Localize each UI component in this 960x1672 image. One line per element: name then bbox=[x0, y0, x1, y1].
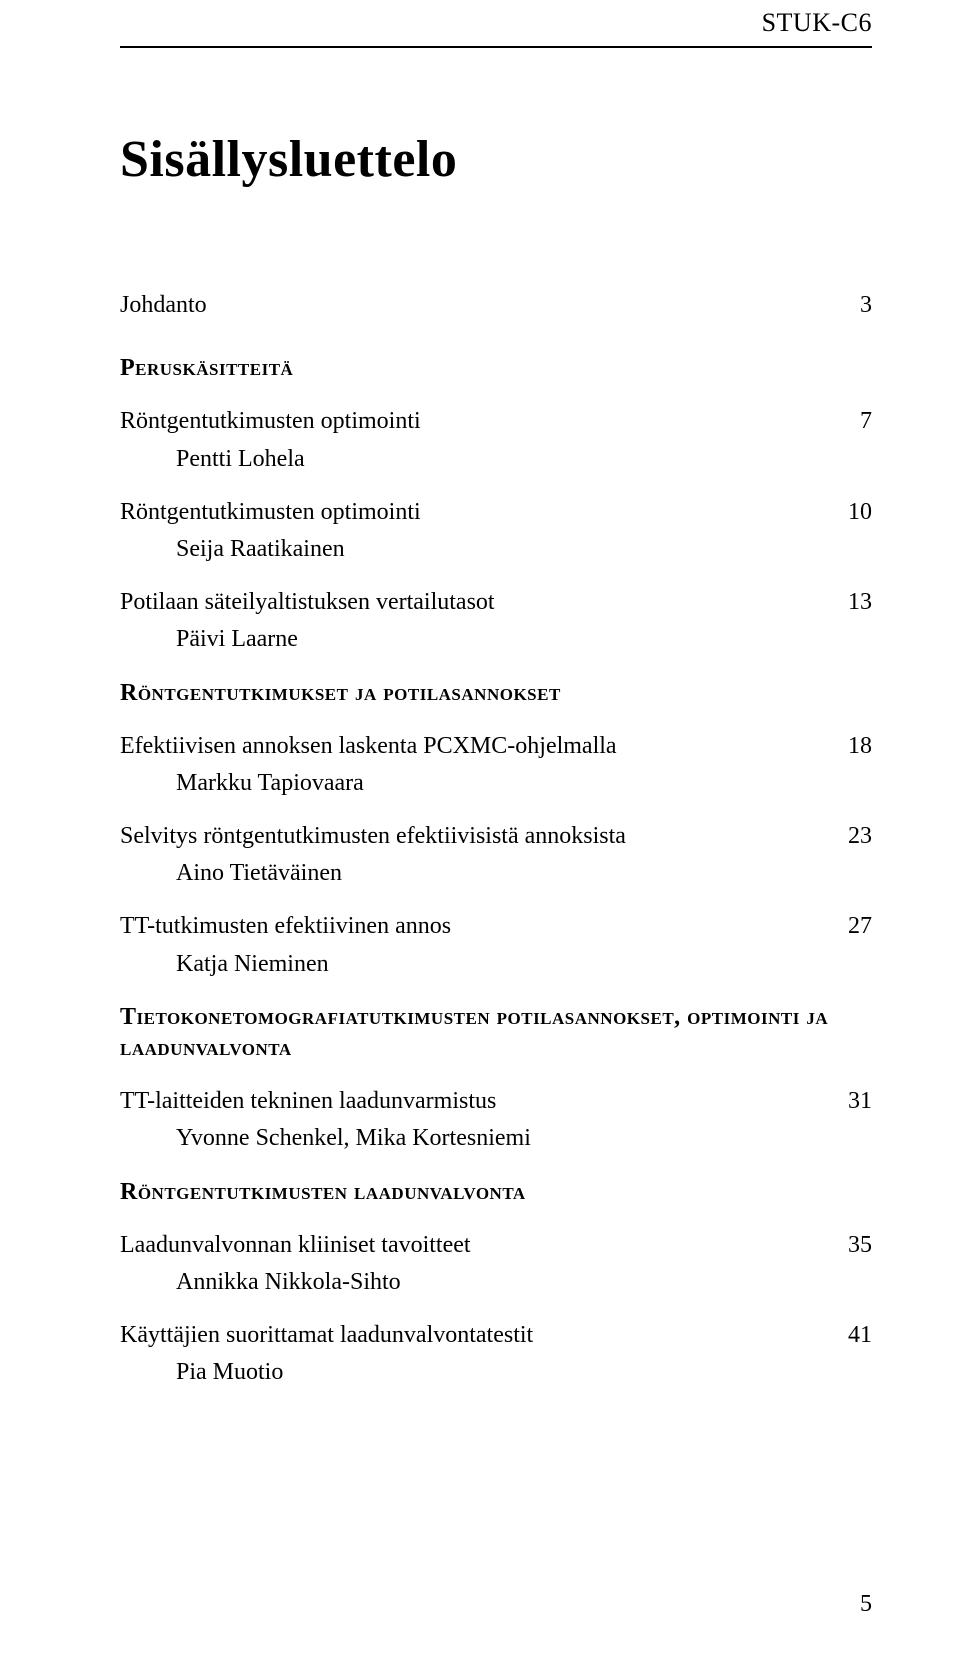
toc-author: Markku Tapiovaara bbox=[176, 768, 872, 799]
toc-label: Röntgentutkimusten optimointi bbox=[120, 406, 421, 437]
toc-label: Selvitys röntgentutkimusten efektiivisis… bbox=[120, 821, 626, 852]
toc-author: Aino Tietäväinen bbox=[176, 858, 872, 889]
page-number: 5 bbox=[860, 1591, 872, 1618]
toc-page: 27 bbox=[828, 911, 872, 942]
toc-page: 10 bbox=[828, 497, 872, 528]
toc-page: 35 bbox=[828, 1230, 872, 1261]
toc-author: Päivi Laarne bbox=[176, 624, 872, 655]
toc-entry: Laadunvalvonnan kliiniset tavoitteet 35 bbox=[120, 1230, 872, 1261]
toc-entry: Johdanto 3 bbox=[120, 290, 872, 321]
toc-entry: Käyttäjien suorittamat laadunvalvontates… bbox=[120, 1320, 872, 1351]
toc-author: Seija Raatikainen bbox=[176, 534, 872, 565]
toc-page: 41 bbox=[828, 1320, 872, 1351]
toc-author: Pia Muotio bbox=[176, 1357, 872, 1388]
toc-label: Laadunvalvonnan kliiniset tavoitteet bbox=[120, 1230, 471, 1261]
toc-label: Potilaan säteilyaltistuksen vertailutaso… bbox=[120, 587, 495, 618]
header-rule bbox=[120, 46, 872, 48]
table-of-contents: Johdanto 3 Peruskäsitteitä Röntgentutkim… bbox=[120, 290, 872, 1411]
toc-label: TT-laitteiden tekninen laadunvarmistus bbox=[120, 1086, 496, 1117]
toc-label: Efektiivisen annoksen laskenta PCXMC-ohj… bbox=[120, 731, 617, 762]
toc-section: Röntgentutkimusten laadunvalvonta bbox=[120, 1177, 872, 1208]
toc-label: TT-tutkimusten efektiivinen annos bbox=[120, 911, 451, 942]
toc-entry: Efektiivisen annoksen laskenta PCXMC-ohj… bbox=[120, 731, 872, 762]
toc-section: Peruskäsitteitä bbox=[120, 353, 872, 384]
toc-page: 18 bbox=[828, 731, 872, 762]
toc-section: Röntgentutkimukset ja potilasannokset bbox=[120, 678, 872, 709]
toc-entry: TT-tutkimusten efektiivinen annos 27 bbox=[120, 911, 872, 942]
page-title: Sisällysluettelo bbox=[120, 130, 457, 189]
toc-section: Tietokonetomografiatutkimusten potilasan… bbox=[120, 1002, 872, 1064]
toc-page: 31 bbox=[828, 1086, 872, 1117]
toc-entry: Selvitys röntgentutkimusten efektiivisis… bbox=[120, 821, 872, 852]
toc-author: Yvonne Schenkel, Mika Kortesniemi bbox=[176, 1123, 872, 1154]
toc-entry: Röntgentutkimusten optimointi 10 bbox=[120, 497, 872, 528]
toc-page: 13 bbox=[828, 587, 872, 618]
toc-page: 7 bbox=[840, 406, 872, 437]
toc-entry: Röntgentutkimusten optimointi 7 bbox=[120, 406, 872, 437]
toc-author: Annikka Nikkola-Sihto bbox=[176, 1267, 872, 1298]
header-code: STUK-C6 bbox=[762, 8, 872, 38]
document-page: STUK-C6 Sisällysluettelo Johdanto 3 Peru… bbox=[0, 0, 960, 1672]
toc-page: 23 bbox=[828, 821, 872, 852]
toc-entry: Potilaan säteilyaltistuksen vertailutaso… bbox=[120, 587, 872, 618]
toc-page: 3 bbox=[840, 290, 872, 321]
toc-entry: TT-laitteiden tekninen laadunvarmistus 3… bbox=[120, 1086, 872, 1117]
toc-label: Käyttäjien suorittamat laadunvalvontates… bbox=[120, 1320, 533, 1351]
toc-author: Katja Nieminen bbox=[176, 949, 872, 980]
toc-author: Pentti Lohela bbox=[176, 444, 872, 475]
toc-label: Röntgentutkimusten optimointi bbox=[120, 497, 421, 528]
toc-label: Johdanto bbox=[120, 290, 207, 321]
